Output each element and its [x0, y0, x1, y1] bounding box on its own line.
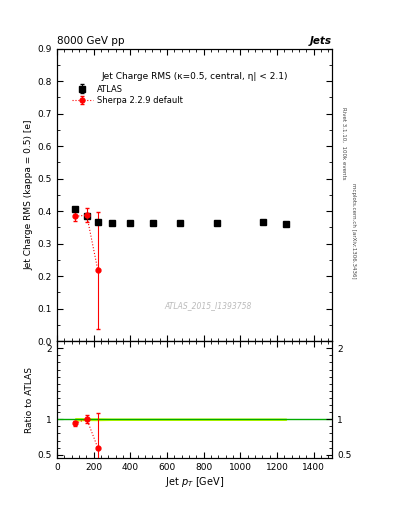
Y-axis label: Ratio to ATLAS: Ratio to ATLAS	[25, 367, 33, 433]
Text: Jet Charge RMS (κ=0.5, central, η| < 2.1): Jet Charge RMS (κ=0.5, central, η| < 2.1…	[101, 72, 288, 81]
X-axis label: Jet $p_T$ [GeV]: Jet $p_T$ [GeV]	[165, 475, 224, 489]
Text: 8000 GeV pp: 8000 GeV pp	[57, 36, 125, 47]
Legend: ATLAS, Sherpa 2.2.9 default: ATLAS, Sherpa 2.2.9 default	[70, 82, 185, 108]
Text: Jets: Jets	[310, 36, 332, 47]
Text: mcplots.cern.ch [arXiv:1306.3436]: mcplots.cern.ch [arXiv:1306.3436]	[351, 183, 356, 278]
Text: Rivet 3.1.10,  100k events: Rivet 3.1.10, 100k events	[341, 107, 346, 180]
Text: ATLAS_2015_I1393758: ATLAS_2015_I1393758	[165, 302, 252, 311]
Y-axis label: Jet Charge RMS (kappa = 0.5) [e]: Jet Charge RMS (kappa = 0.5) [e]	[25, 120, 33, 270]
